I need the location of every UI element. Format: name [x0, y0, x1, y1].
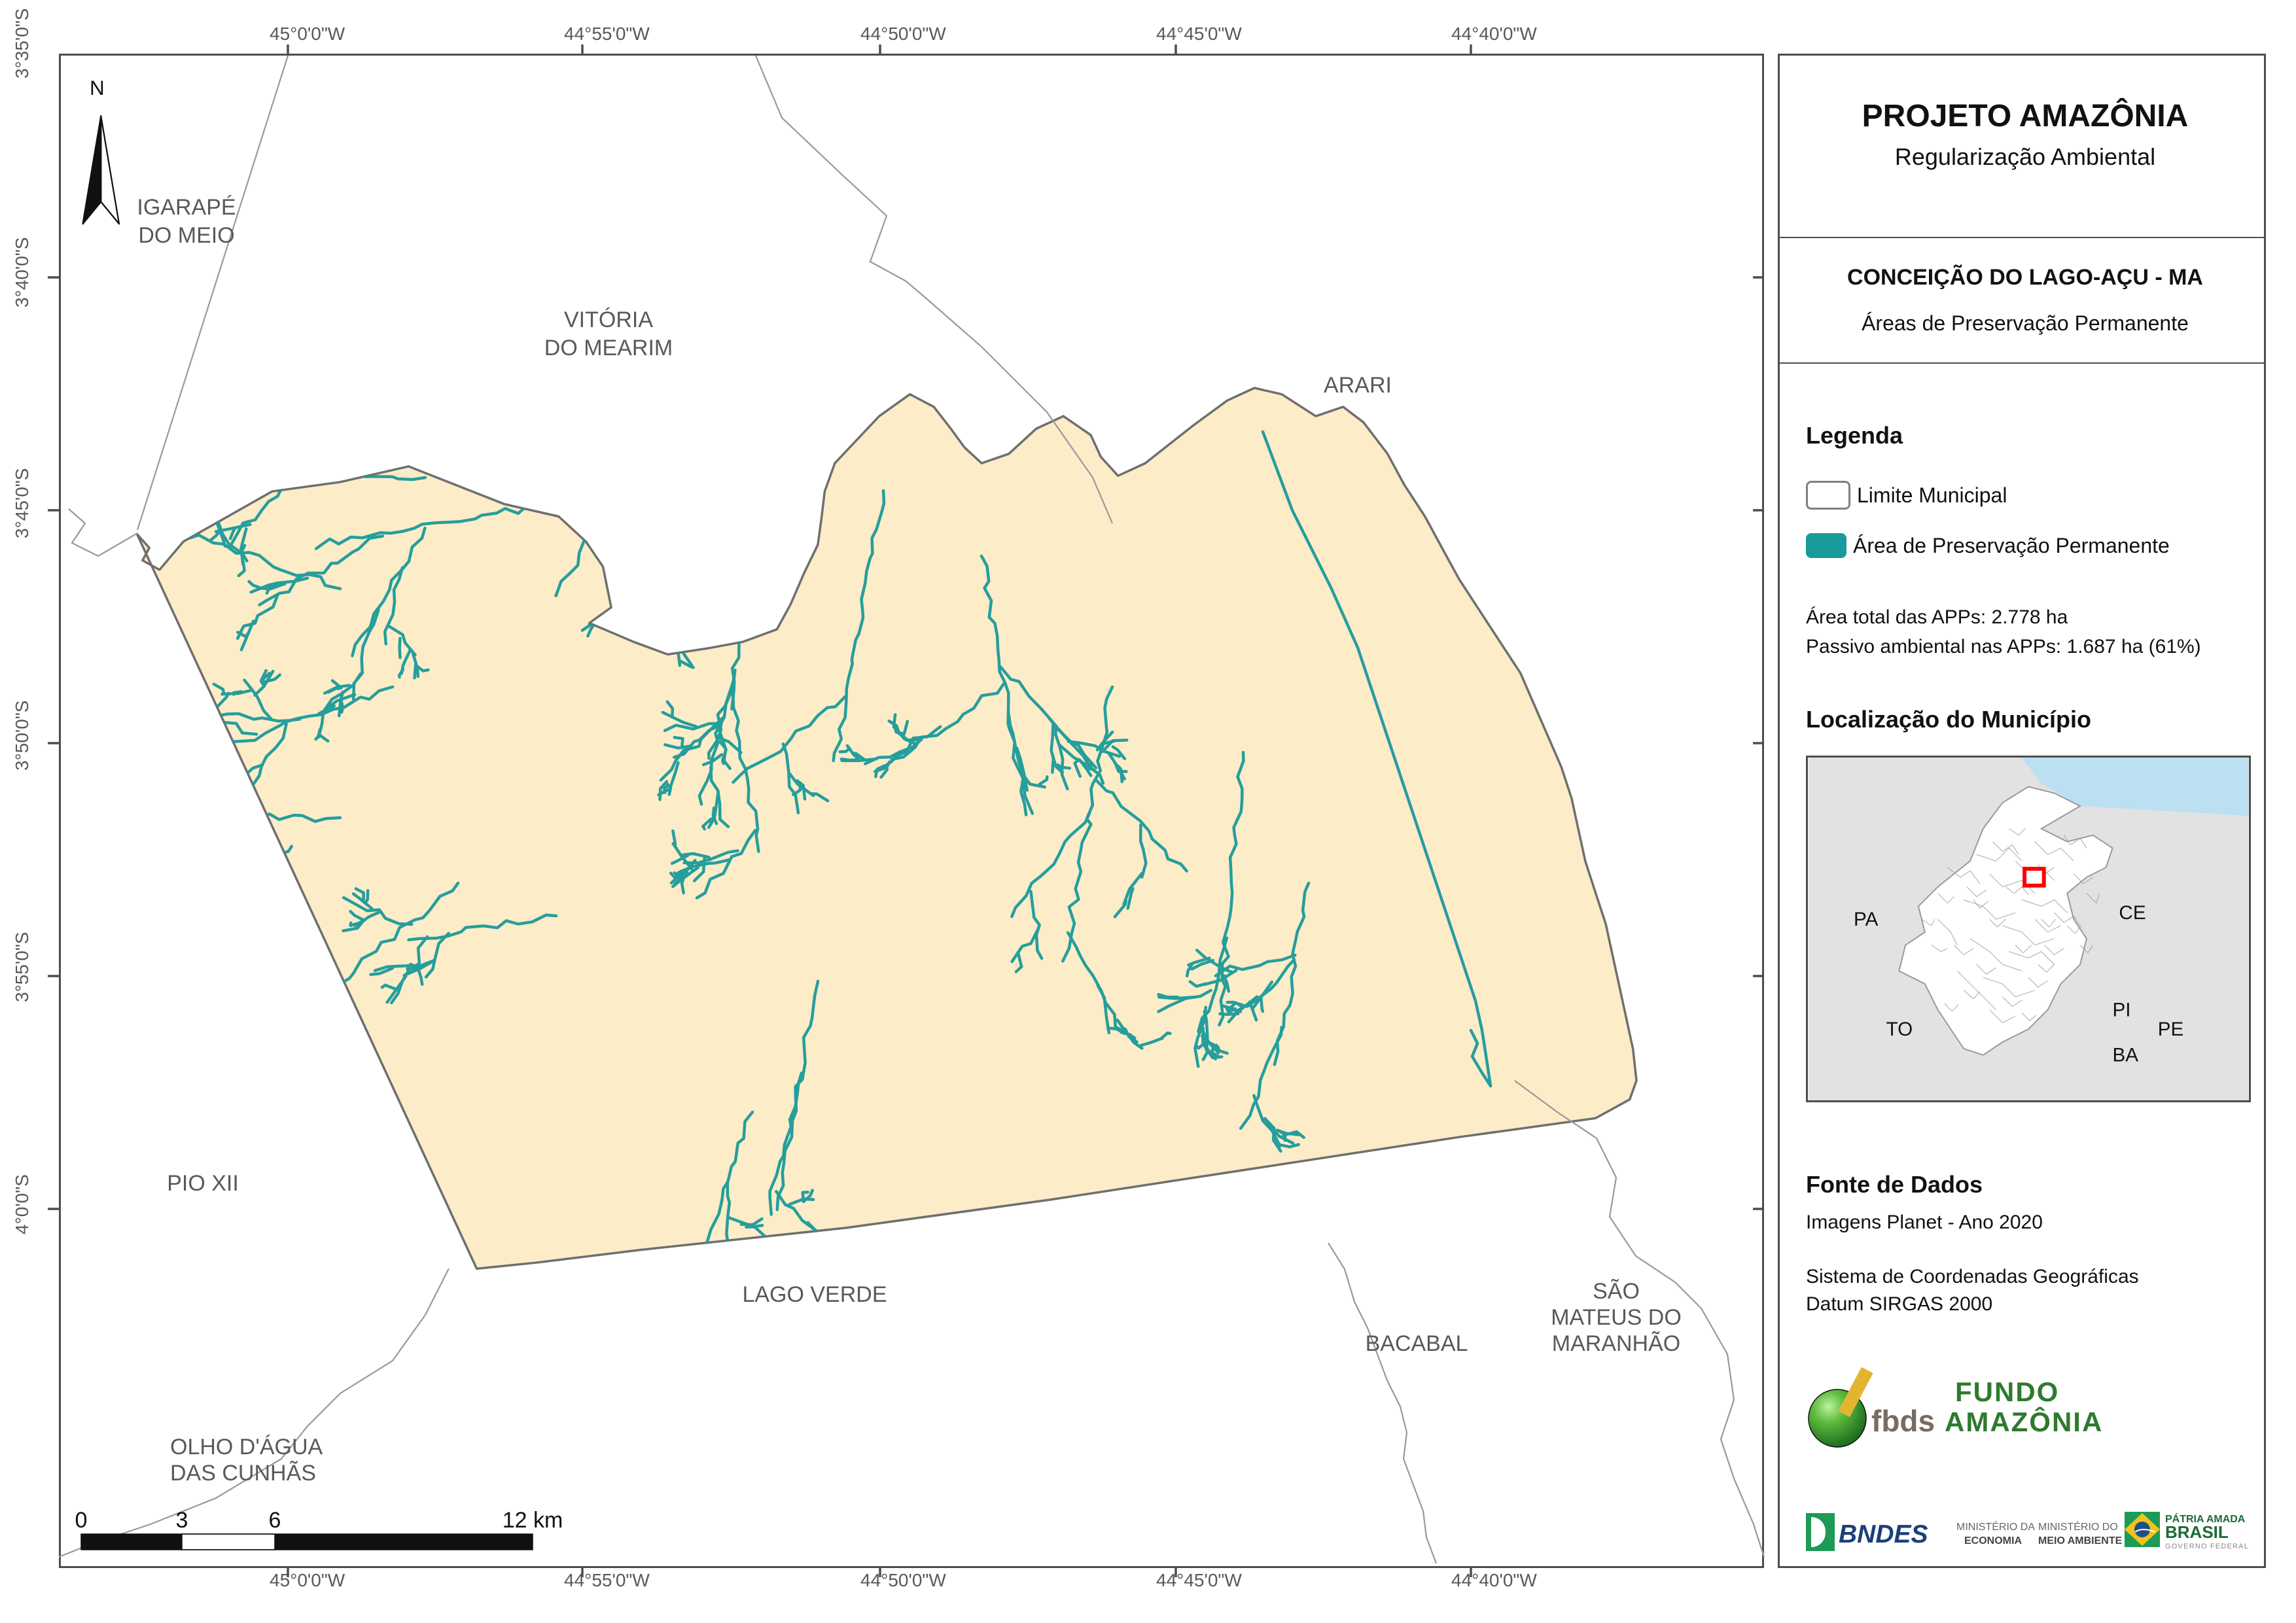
- svg-text:6: 6: [269, 1508, 281, 1533]
- svg-text:ARARI: ARARI: [1324, 373, 1392, 398]
- svg-text:OLHO D'ÁGUA: OLHO D'ÁGUA: [170, 1435, 323, 1459]
- svg-text:DAS CUNHÃS: DAS CUNHÃS: [170, 1461, 316, 1486]
- svg-text:DO MEARIM: DO MEARIM: [544, 336, 673, 360]
- svg-text:SÃO: SÃO: [1593, 1279, 1640, 1304]
- svg-text:MATEUS DO: MATEUS DO: [1551, 1305, 1682, 1330]
- svg-text:DO MEIO: DO MEIO: [138, 223, 234, 248]
- svg-text:N: N: [90, 76, 105, 99]
- svg-text:PIO XII: PIO XII: [167, 1171, 239, 1196]
- svg-text:12 km: 12 km: [503, 1508, 563, 1533]
- svg-text:BACABAL: BACABAL: [1366, 1331, 1468, 1356]
- svg-text:IGARAPÉ: IGARAPÉ: [137, 195, 236, 220]
- svg-text:VITÓRIA: VITÓRIA: [564, 307, 653, 332]
- svg-text:MARANHÃO: MARANHÃO: [1552, 1331, 1680, 1356]
- svg-text:3: 3: [176, 1508, 188, 1533]
- svg-text:LAGO VERDE: LAGO VERDE: [742, 1282, 887, 1307]
- svg-text:0: 0: [75, 1508, 88, 1533]
